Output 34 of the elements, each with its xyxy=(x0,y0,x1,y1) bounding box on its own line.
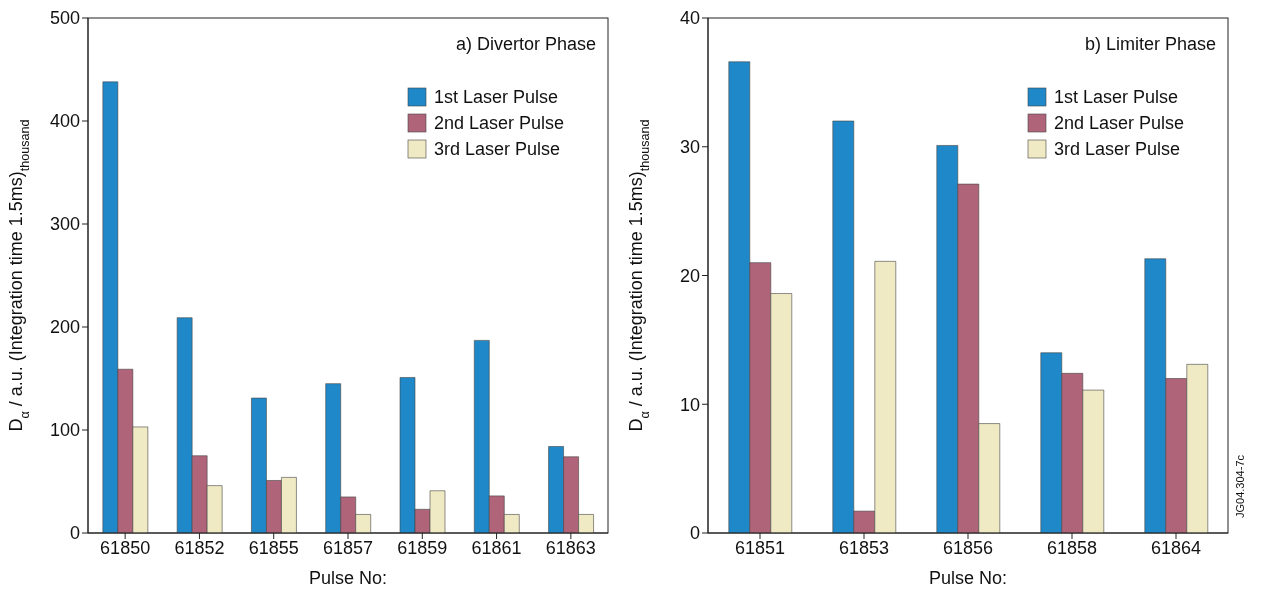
x-axis-title: Pulse No: xyxy=(928,568,1008,588)
text: a) Divertor Phase xyxy=(455,34,596,54)
y-tick-label: 0 xyxy=(689,523,700,544)
y-tick-label: 200 xyxy=(49,317,80,338)
x-tick-label: 61859 xyxy=(397,537,448,558)
y-tick-label: 20 xyxy=(679,265,700,286)
x-tick-label: 61851 xyxy=(734,537,786,558)
x-tick-label: 61850 xyxy=(100,537,151,558)
x-tick-label: 61864 xyxy=(1150,537,1202,558)
x-tick-label: 61855 xyxy=(248,537,299,558)
text: b) Limiter Phase xyxy=(1084,34,1216,54)
legend-label: 2nd Laser Pulse xyxy=(434,113,565,133)
y-tick-label: 10 xyxy=(679,394,700,415)
text: JG04.304-7c xyxy=(1234,455,1246,518)
legend-label: 1st Laser Pulse xyxy=(1054,87,1179,107)
x-axis-title: Pulse No: xyxy=(308,568,388,588)
x-tick-label: 61861 xyxy=(471,537,522,558)
x-tick-label: 61856 xyxy=(942,537,994,558)
legend-label: 2nd Laser Pulse xyxy=(1054,113,1185,133)
x-tick-label: 61857 xyxy=(322,537,374,558)
legend-label: 3rd Laser Pulse xyxy=(434,139,561,159)
y-tick-label: 100 xyxy=(49,420,80,441)
y-tick-label: 500 xyxy=(49,8,80,29)
x-tick-label: 61852 xyxy=(174,537,225,558)
y-tick-label: 0 xyxy=(69,523,80,544)
y-tick-label: 300 xyxy=(49,214,80,235)
y-tick-label: 30 xyxy=(679,137,700,158)
legend-label: 1st Laser Pulse xyxy=(434,87,559,107)
y-tick-label: 40 xyxy=(679,8,700,29)
legend-label: 3rd Laser Pulse xyxy=(1054,139,1181,159)
x-tick-label: 61863 xyxy=(545,537,596,558)
x-tick-label: 61858 xyxy=(1046,537,1098,558)
x-tick-label: 61853 xyxy=(838,537,890,558)
y-tick-label: 400 xyxy=(49,111,80,132)
